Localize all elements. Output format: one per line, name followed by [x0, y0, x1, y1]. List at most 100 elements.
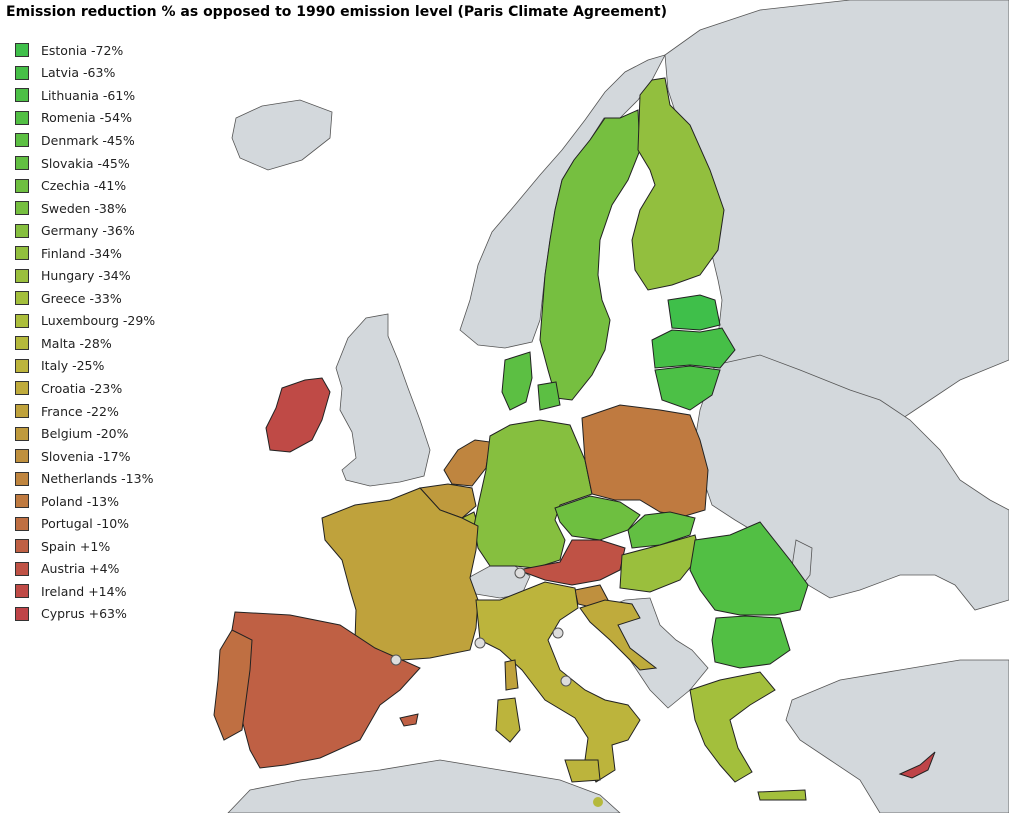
legend-label: Malta -28% [41, 335, 112, 351]
legend-item: Czechia -41% [15, 174, 155, 197]
legend-swatch [15, 404, 29, 419]
legend-swatch [15, 449, 29, 464]
legend-item: Cyprus +63% [15, 603, 155, 626]
country-romania [689, 521, 809, 616]
legend-label: Hungary -34% [41, 268, 131, 284]
iceland [231, 99, 333, 171]
legend-item: Poland -13% [15, 490, 155, 513]
legend-label: Netherlands -13% [41, 471, 154, 487]
legend-label: Sweden -38% [41, 200, 127, 216]
legend-label: Slovakia -45% [41, 155, 130, 171]
legend-label: Lithuania -61% [41, 87, 136, 103]
legend-item: Romenia -54% [15, 107, 155, 130]
legend-label: Estonia -72% [41, 42, 124, 58]
legend-swatch [15, 156, 29, 170]
legend-label: Finland -34% [41, 245, 122, 261]
city-markers [390, 567, 572, 687]
country-sardinia [495, 697, 521, 743]
legend-item: Greece -33% [15, 287, 155, 310]
legend-label: Portugal -10% [41, 516, 130, 532]
country-netherlands [443, 439, 491, 487]
legend-item: Spain +1% [15, 535, 155, 558]
legend-item: Hungary -34% [15, 264, 155, 287]
country-cyprus [898, 751, 936, 779]
legend-label: Austria +4% [41, 561, 120, 577]
north-africa [227, 759, 621, 813]
legend-item: Slovenia -17% [15, 445, 155, 468]
legend-label: Poland -13% [41, 493, 119, 509]
legend-label: Slovenia -17% [41, 448, 131, 464]
legend-item: Italy -25% [15, 355, 155, 378]
country-slovakia [627, 511, 696, 549]
legend-label: Belgium -20% [41, 426, 129, 442]
legend-label: Spain +1% [41, 538, 111, 554]
legend-swatch [15, 381, 29, 396]
country-germany [473, 419, 593, 569]
legend-swatch [15, 110, 29, 125]
legend-item: Slovakia -45% [15, 152, 155, 175]
legend-swatch [15, 88, 29, 103]
country-lithuania [654, 365, 721, 411]
legend-swatch [15, 471, 29, 486]
city-marker [552, 627, 564, 639]
legend-item: France -22% [15, 400, 155, 423]
eu-countries [213, 77, 936, 807]
balearic-islands [399, 713, 419, 727]
legend-swatch [15, 494, 29, 509]
legend-swatch [15, 584, 29, 599]
legend-item: Germany -36% [15, 219, 155, 242]
legend-swatch [15, 561, 29, 576]
legend-item: Denmark -45% [15, 129, 155, 152]
country-sicily [564, 759, 601, 783]
non-eu-land [227, 0, 1009, 813]
legend-swatch [15, 313, 29, 328]
legend-swatch [15, 539, 29, 554]
legend-item: Sweden -38% [15, 197, 155, 220]
country-poland [581, 404, 709, 517]
legend-label: Greece -33% [41, 290, 122, 306]
country-croatia [579, 599, 658, 671]
legend-label: Croatia -23% [41, 380, 123, 396]
legend-label: Italy -25% [41, 358, 105, 374]
country-greece [689, 671, 776, 783]
legend-swatch [15, 201, 29, 216]
legend-label: Germany -36% [41, 223, 135, 239]
legend-label: Cyprus +63% [41, 606, 127, 622]
country-ireland [265, 377, 331, 453]
legend-item: Finland -34% [15, 242, 155, 265]
legend-label: France -22% [41, 403, 119, 419]
city-marker [514, 567, 526, 579]
city-marker [560, 675, 572, 687]
legend-item: Lithuania -61% [15, 84, 155, 107]
country-estonia [667, 294, 721, 331]
map-title: Emission reduction % as opposed to 1990 … [6, 4, 667, 20]
city-marker [474, 637, 486, 649]
country-denmark [501, 351, 561, 411]
legend-swatch [15, 65, 29, 80]
legend-item: Croatia -23% [15, 377, 155, 400]
legend-item: Luxembourg -29% [15, 310, 155, 333]
country-bulgaria [711, 615, 791, 669]
legend-item: Latvia -63% [15, 62, 155, 85]
legend-swatch [15, 178, 29, 193]
great-britain [335, 313, 431, 487]
legend-label: Luxembourg -29% [41, 313, 156, 329]
legend-label: Denmark -45% [41, 132, 135, 148]
legend-item: Austria +4% [15, 558, 155, 581]
legend-item: Ireland +14% [15, 580, 155, 603]
legend-label: Czechia -41% [41, 178, 127, 194]
country-corsica [504, 659, 519, 691]
legend-item: Estonia -72% [15, 39, 155, 62]
legend-item: Netherlands -13% [15, 467, 155, 490]
country-portugal [213, 629, 253, 741]
legend-label: Latvia -63% [41, 65, 116, 81]
country-sweden [539, 109, 641, 401]
legend-swatch [15, 516, 29, 531]
legend-swatch [15, 246, 29, 261]
legend-swatch [15, 358, 29, 373]
legend-swatch [15, 426, 29, 441]
legend-swatch [15, 133, 29, 148]
country-finland [631, 77, 725, 291]
country-italy [475, 581, 641, 783]
